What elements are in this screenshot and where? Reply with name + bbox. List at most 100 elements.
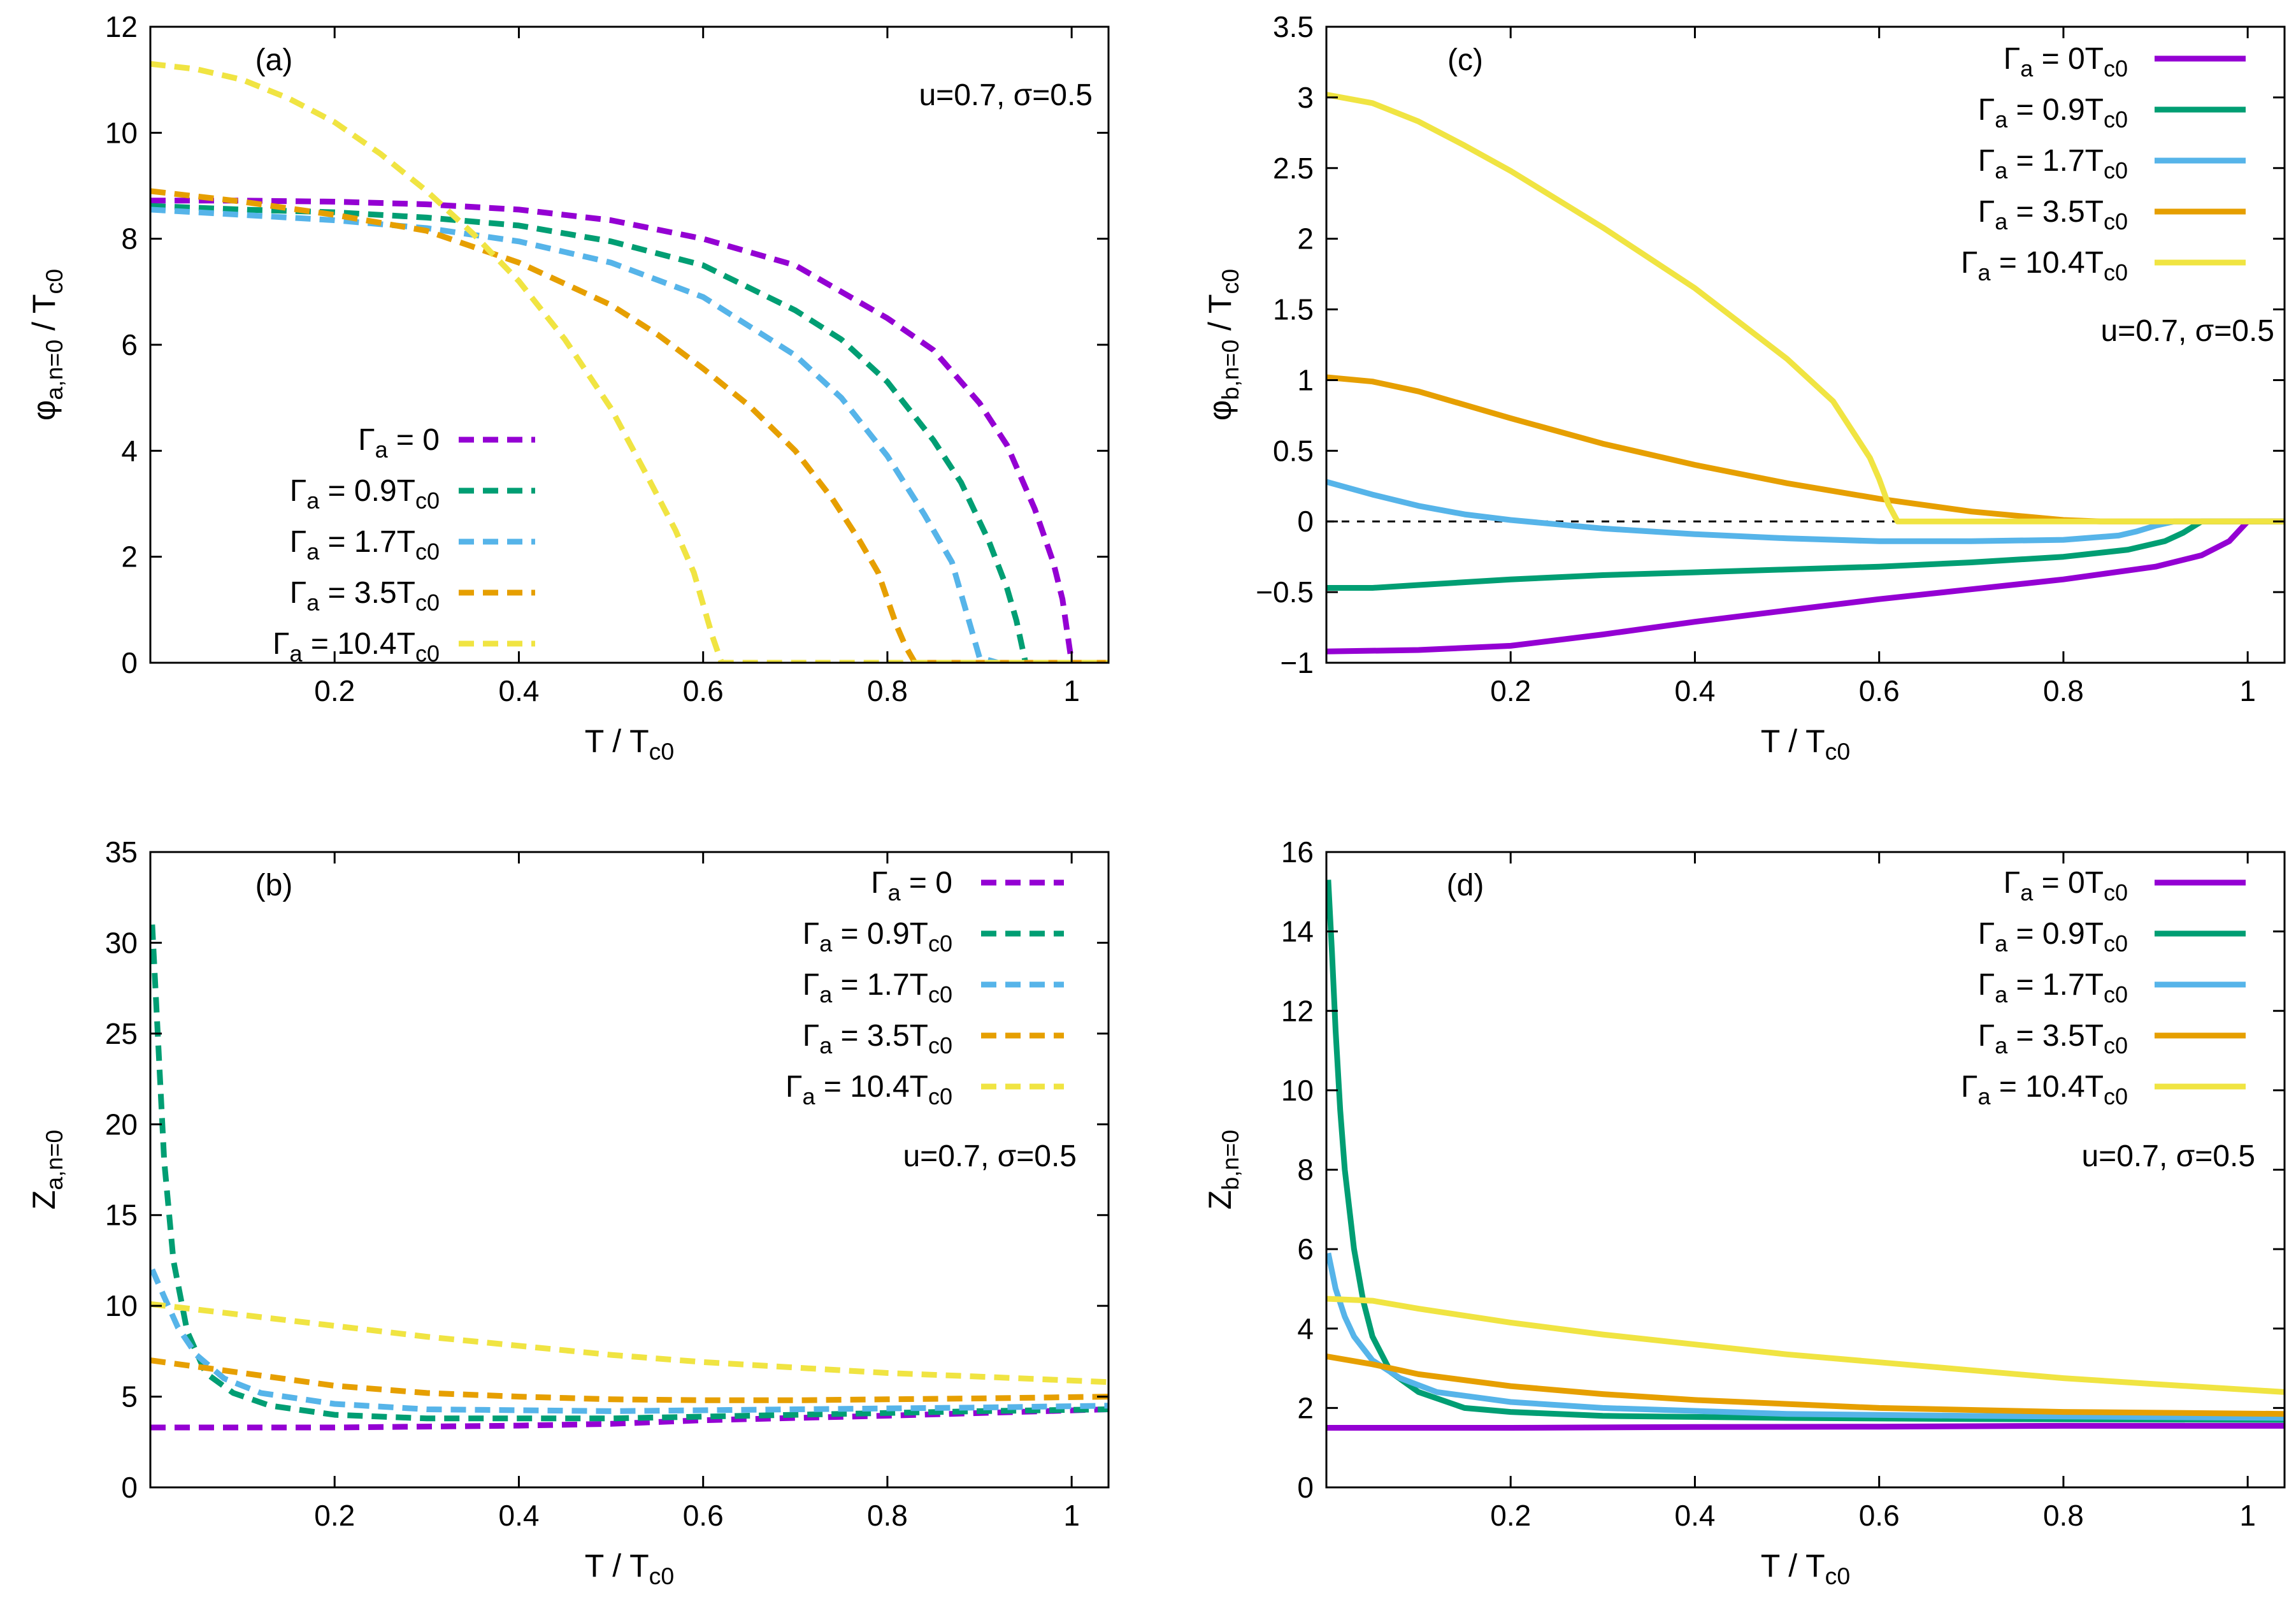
y-tick-label: −0.5 [1256, 575, 1314, 609]
y-tick-label: 3.5 [1273, 10, 1314, 43]
legend-label-4: Γa = 10.4Tc0 [1961, 246, 2128, 285]
series-line-4 [150, 61, 1109, 663]
x-tick-label: 0.2 [314, 674, 355, 707]
series-line-0 [1326, 1422, 2285, 1431]
y-tick-label: 2 [1297, 1391, 1314, 1424]
y-tick-label: 5 [121, 1380, 138, 1413]
legend-label-3: Γa = 3.5Tc0 [290, 576, 440, 616]
plot-frame [149, 851, 1110, 1489]
y-tick-label: 25 [105, 1017, 138, 1050]
y-tick-label: 8 [121, 222, 138, 256]
series-line-3 [150, 188, 1109, 663]
x-tick-label: 1 [2239, 674, 2256, 707]
x-tick-label: 0.8 [2043, 1499, 2084, 1532]
series-line-4 [1326, 92, 2285, 524]
legend-label-0: Γa = 0Tc0 [2004, 42, 2128, 82]
series-line-2 [150, 1268, 1109, 1414]
parameters-label: u=0.7, σ=0.5 [2100, 314, 2274, 348]
x-tick-label: 0.2 [1490, 1499, 1531, 1532]
y-tick-label: 12 [105, 10, 138, 43]
series-line-3 [150, 1357, 1109, 1403]
legend: Γa = 0 Γa = 0.9Tc0 Γa = 1.7Tc0 Γa = 3.5Tc0 Γ… [786, 866, 1064, 1109]
x-tick-label: 0.2 [1490, 674, 1531, 707]
y-tick-label: 2 [121, 540, 138, 574]
series-group [150, 924, 1109, 1431]
panel-label: (b) [255, 869, 293, 902]
x-tick-label: 1 [2239, 1499, 2256, 1532]
x-tick-label: 0.2 [314, 1499, 355, 1532]
series-line-1 [1326, 879, 2285, 1423]
legend-label-1: Γa = 0.9Tc0 [1978, 917, 2128, 957]
legend-label-2: Γa = 1.7Tc0 [290, 525, 440, 565]
x-tick-label: 0.4 [1674, 1499, 1715, 1532]
y-tick-label: 6 [121, 328, 138, 361]
x-tick-label: 0.4 [498, 674, 539, 707]
legend-label-3: Γa = 3.5Tc0 [1978, 195, 2128, 235]
x-axis-label: T / Tc0 [1761, 723, 1851, 765]
y-tick-label: 0 [121, 646, 138, 679]
y-tick-label: 4 [1297, 1312, 1314, 1345]
legend-label-2: Γa = 1.7Tc0 [803, 968, 952, 1008]
y-tick-label: 2 [1297, 222, 1314, 256]
y-tick-label: 4 [121, 434, 138, 467]
series-line-0 [1326, 518, 2285, 654]
y-axis-label: φb,n=0 / Tc0 [1202, 269, 1244, 421]
x-axis-label: T / Tc0 [1761, 1548, 1851, 1589]
x-tick-label: 1 [1063, 1499, 1080, 1532]
x-tick-label: 0.6 [683, 1499, 724, 1532]
y-tick-label: 1.5 [1273, 293, 1314, 326]
x-tick-label: 1 [1063, 674, 1080, 707]
legend: Γa = 0 Γa = 0.9Tc0 Γa = 1.7Tc0 Γa = 3.5Tc0 Γ… [273, 423, 535, 667]
legend-label-3: Γa = 3.5Tc0 [803, 1019, 952, 1058]
series-line-2 [1326, 1252, 2285, 1421]
legend-label-0: Γa = 0Tc0 [2004, 866, 2128, 906]
y-tick-label: 35 [105, 835, 138, 869]
legend-label-0: Γa = 0 [358, 423, 440, 463]
y-tick-label: 1 [1297, 363, 1314, 396]
x-axis-label: T / Tc0 [585, 1548, 675, 1589]
y-tick-label: 0.5 [1273, 434, 1314, 467]
legend-label-3: Γa = 3.5Tc0 [1978, 1019, 2128, 1058]
y-tick-label: 10 [105, 116, 138, 149]
x-tick-label: 0.8 [867, 1499, 908, 1532]
series-line-3 [1326, 374, 2285, 524]
y-axis-label: φa,n=0 / Tc0 [26, 269, 68, 421]
x-axis-label: T / Tc0 [585, 723, 675, 765]
x-tick-label: 0.8 [2043, 674, 2084, 707]
legend-label-4: Γa = 10.4Tc0 [786, 1070, 952, 1109]
y-tick-label: 0 [1297, 505, 1314, 538]
series-line-1 [150, 203, 1109, 663]
y-tick-label: 10 [1281, 1074, 1314, 1107]
parameters-label: u=0.7, σ=0.5 [2081, 1139, 2255, 1173]
plot-frame [149, 25, 1110, 664]
series-line-0 [150, 198, 1109, 663]
legend-label-2: Γa = 1.7Tc0 [1978, 968, 2128, 1008]
y-tick-label: 0 [1297, 1471, 1314, 1504]
legend: Γa = 0Tc0 Γa = 0.9Tc0 Γa = 1.7Tc0 Γa = 3.5T… [1961, 866, 2246, 1109]
series-group [150, 61, 1109, 663]
y-tick-label: 0 [121, 1471, 138, 1504]
y-tick-label: 10 [105, 1289, 138, 1322]
series-line-4 [150, 1301, 1109, 1385]
x-tick-label: 0.6 [683, 674, 724, 707]
legend-label-1: Γa = 0.9Tc0 [1978, 93, 2128, 133]
legend: Γa = 0Tc0 Γa = 0.9Tc0 Γa = 1.7Tc0 Γa = 3.5T… [1961, 42, 2246, 285]
series-line-2 [1326, 479, 2285, 544]
panel-label: (a) [255, 43, 293, 77]
series-group [1326, 92, 2285, 654]
legend-label-2: Γa = 1.7Tc0 [1978, 144, 2128, 184]
series-group [1326, 879, 2285, 1431]
x-tick-label: 0.6 [1859, 674, 1900, 707]
legend-label-1: Γa = 0.9Tc0 [290, 474, 440, 514]
legend-label-4: Γa = 10.4Tc0 [273, 627, 440, 667]
y-tick-label: 30 [105, 926, 138, 959]
y-tick-label: 2.5 [1273, 152, 1314, 185]
x-tick-label: 0.8 [867, 674, 908, 707]
y-tick-label: 8 [1297, 1153, 1314, 1187]
series-line-1 [150, 924, 1109, 1422]
series-line-4 [1326, 1296, 2285, 1395]
y-tick-label: −1 [1281, 646, 1314, 679]
series-line-1 [1326, 518, 2285, 591]
